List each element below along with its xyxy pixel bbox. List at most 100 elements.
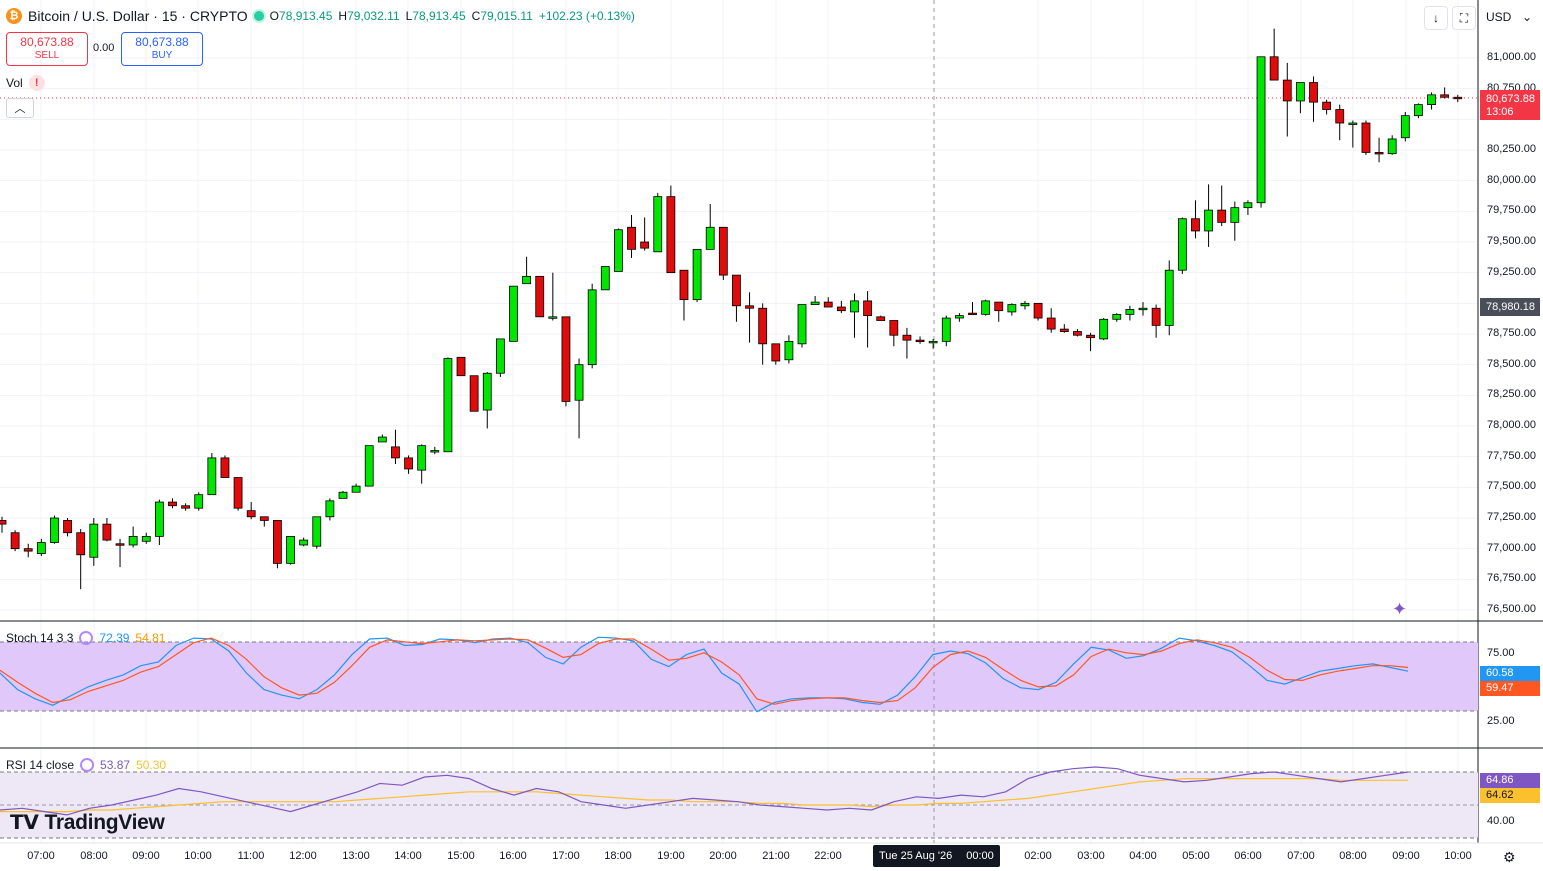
candle-body: [181, 505, 191, 509]
stoch-legend[interactable]: Stoch 14 3 3 72.39 54.81: [6, 631, 165, 645]
candle-body: [850, 300, 859, 313]
candle-body: [1125, 309, 1135, 315]
candle-body: [1295, 82, 1305, 102]
candle-body: [299, 539, 309, 546]
sell-label: SELL: [34, 50, 60, 61]
fullscreen-button[interactable]: ⛶: [1452, 6, 1476, 30]
open-label: O: [269, 9, 280, 23]
candle-body: [1059, 328, 1069, 332]
rsi-value: 53.87: [100, 758, 131, 772]
candle-body: [1335, 109, 1345, 124]
candle-body: [836, 306, 846, 312]
candle-body: [0, 520, 7, 525]
candle-body: [1230, 207, 1240, 223]
time-axis-label: 10:00: [184, 850, 212, 862]
candle-body: [574, 364, 584, 401]
stoch-d-line: [0, 637, 1409, 705]
crosshair-time-label: Tue 25 Aug '26 00:00: [873, 845, 1000, 867]
candle-body: [1400, 115, 1410, 139]
time-axis-label: 07:00: [27, 850, 55, 862]
warning-icon[interactable]: !: [28, 75, 45, 91]
settings-gear-icon[interactable]: ⚙: [1503, 849, 1516, 865]
price-axis-label: 78,000.00: [1487, 419, 1536, 431]
rsi-name: RSI 14 close: [6, 758, 75, 772]
candle-body: [1322, 101, 1332, 110]
price-axis-label: 80,000.00: [1487, 173, 1536, 186]
countdown-timer: 13:06: [1486, 106, 1514, 118]
stoch-d-tag: 59.47: [1480, 681, 1540, 696]
collapse-legend-button[interactable]: ︿: [6, 98, 34, 118]
spread-value: 0.00: [93, 42, 115, 54]
last-price-value: 80,673.88: [1486, 93, 1535, 105]
candle-body: [1164, 269, 1174, 326]
download-button[interactable]: ↓: [1424, 6, 1448, 30]
price-axis-label: 81,000.00: [1487, 51, 1536, 63]
candle-body: [732, 274, 741, 307]
candle-body: [627, 226, 636, 250]
candle-body: [286, 536, 295, 564]
symbol-legend: ₿ Bitcoin / U.S. Dollar · 15 · CRYPTO O7…: [6, 8, 635, 24]
tradingview-logo[interactable]: 𝗧𝗩 TradingView: [10, 810, 165, 835]
buy-button[interactable]: 80,673.88 BUY: [121, 32, 203, 66]
stoch-k-tag: 60.58: [1480, 666, 1540, 681]
candle-body: [63, 520, 72, 534]
time-axis-label: 05:00: [1182, 850, 1210, 862]
time-axis-label: 02:00: [1024, 850, 1052, 862]
volume-label: Vol: [6, 76, 23, 90]
candle-body: [600, 266, 610, 291]
candle-body: [115, 543, 125, 546]
candle-body: [1073, 331, 1082, 336]
price-axis-label: 76,750.00: [1487, 572, 1536, 585]
currency-selector[interactable]: USD ⌄: [1480, 6, 1538, 28]
price-axis-label: 76,500.00: [1487, 603, 1536, 615]
stoch-k-line: [0, 636, 1409, 713]
candle-body: [915, 339, 925, 343]
low-label: L: [405, 9, 413, 23]
time-axis-label: 19:00: [657, 850, 685, 862]
crosshair-price-tag: 78,980.18: [1480, 298, 1540, 316]
high-label: H: [338, 9, 348, 23]
price-axis-label: 79,750.00: [1487, 204, 1536, 217]
close-label: C: [471, 9, 481, 23]
rsi-tag: 64.86: [1480, 773, 1540, 788]
candle-body: [941, 317, 951, 342]
candle-body: [273, 520, 282, 564]
candle-body: [1138, 307, 1148, 311]
price-axis-label: 78,250.00: [1487, 388, 1536, 401]
time-axis-label: 21:00: [762, 850, 790, 862]
chevron-down-icon: ⌄: [1521, 10, 1532, 24]
candle-body: [1007, 304, 1017, 313]
ai-assistant-icon: ✦: [1392, 599, 1407, 620]
sell-button[interactable]: 80,673.88 SELL: [6, 32, 88, 66]
candle-body: [194, 494, 204, 509]
candle-body: [1440, 94, 1450, 98]
candle-body: [1427, 94, 1436, 106]
candle-body: [1204, 209, 1213, 232]
volume-legend[interactable]: Vol !: [6, 75, 45, 91]
time-axis-label: 18:00: [604, 850, 632, 862]
candle-body: [220, 457, 230, 478]
candle-body: [1243, 202, 1253, 209]
time-axis-label: 09:00: [1392, 850, 1420, 862]
time-axis-label: 10:00: [1444, 850, 1472, 862]
symbol-title[interactable]: Bitcoin / U.S. Dollar · 15 · CRYPTO: [28, 8, 248, 24]
crosshair-date: Tue 25 Aug '26: [879, 850, 953, 862]
candle-body: [1282, 79, 1292, 102]
candle-body: [351, 485, 361, 493]
candle-body: [889, 320, 899, 336]
candles: [0, 28, 1463, 590]
change-value: +102.23 (+0.13%): [538, 9, 635, 23]
candle-body: [1099, 318, 1109, 340]
rsi-legend[interactable]: RSI 14 close 53.87 50.30: [6, 758, 166, 772]
candle-body: [154, 501, 164, 537]
candle-body: [705, 226, 715, 250]
chevron-up-icon: ︿: [14, 103, 26, 115]
time-axis-label: 03:00: [1077, 850, 1105, 862]
candle-body: [338, 491, 348, 499]
time-axis-label: 16:00: [499, 850, 527, 862]
candle-body: [233, 477, 243, 509]
candle-body: [259, 516, 269, 521]
candle-body: [535, 275, 545, 318]
currency-value: USD: [1486, 10, 1512, 24]
